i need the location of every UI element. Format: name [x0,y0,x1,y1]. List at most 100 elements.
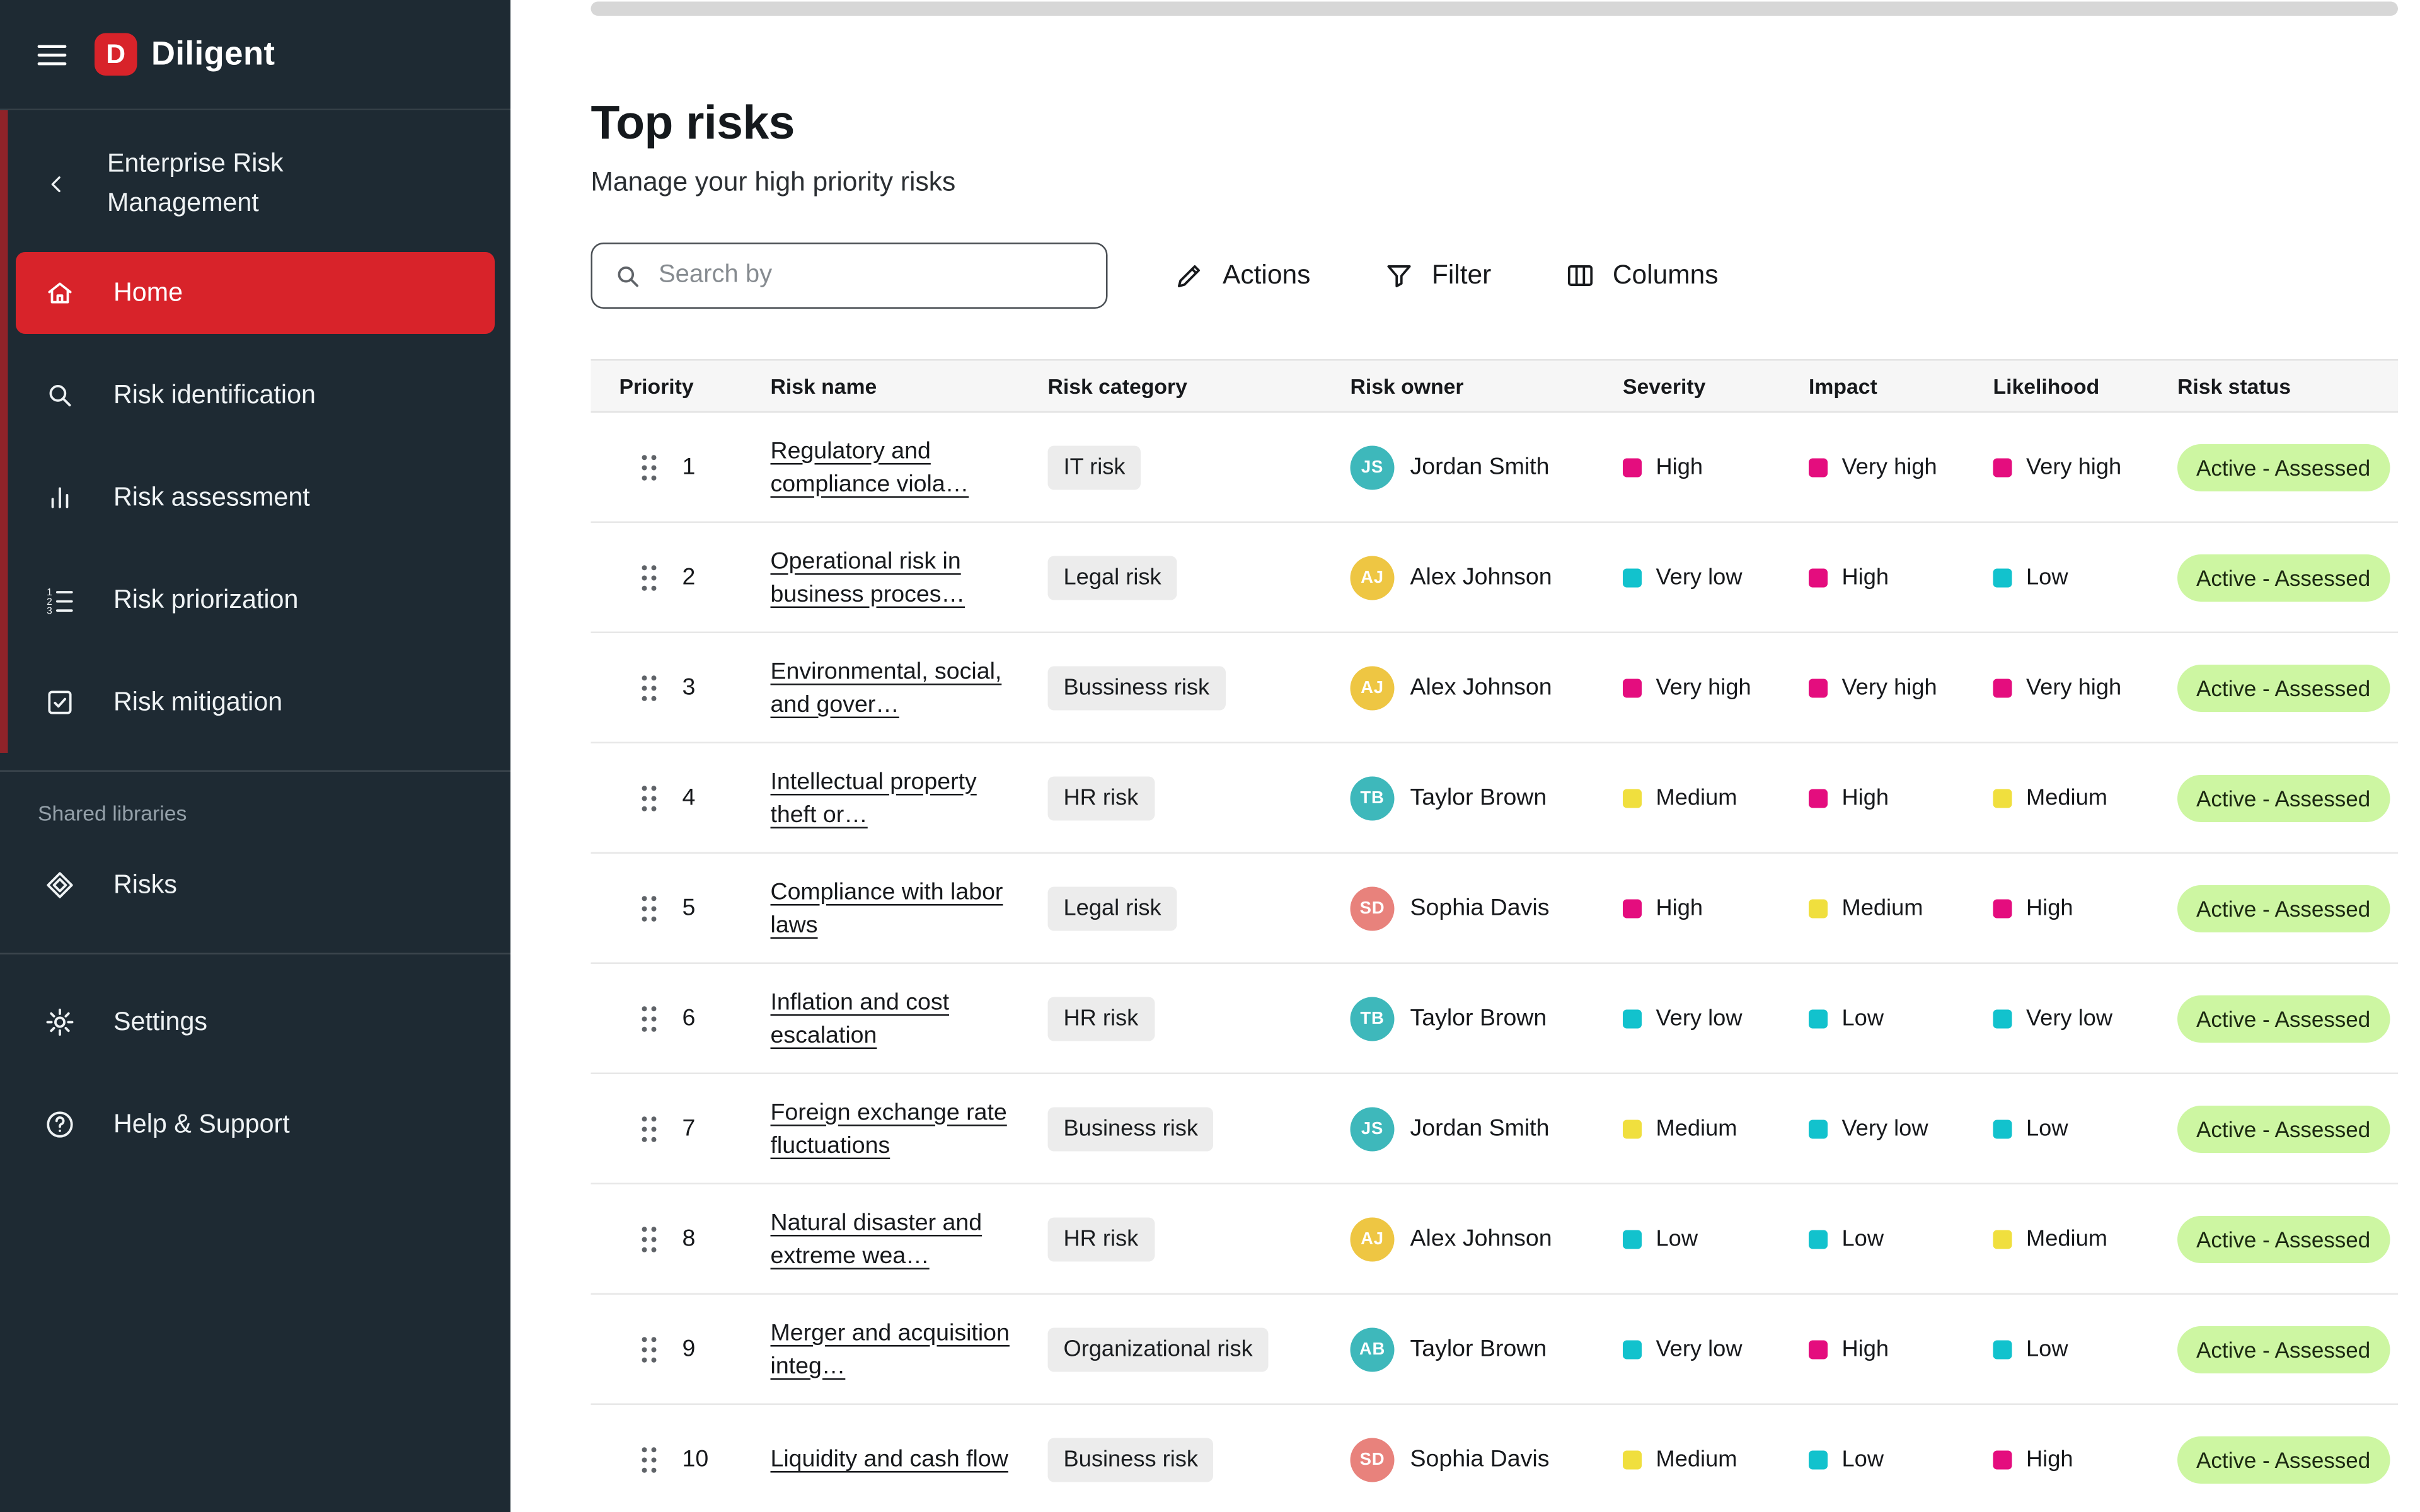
search-icon [44,380,76,411]
severity-indicator [1623,1119,1642,1138]
risk-name-link[interactable]: Operational risk in business proces… [770,547,965,607]
impact-cell: High [1809,1336,1993,1361]
risk-category-cell: Business risk [1047,1437,1351,1482]
risk-name-link[interactable]: Compliance with labor laws [770,878,1003,938]
column-header-impact[interactable]: Impact [1809,374,1877,398]
table-row[interactable]: 2 Operational risk in business proces… L… [591,523,2398,633]
table-row[interactable]: 8 Natural disaster and extreme wea… HR r… [591,1184,2398,1295]
likelihood-label: High [2026,1446,2073,1472]
columns-button[interactable]: Columns [1564,260,1719,292]
risk-name-link[interactable]: Natural disaster and extreme wea… [770,1208,982,1269]
sidebar-item-risks[interactable]: Risks [16,844,495,926]
owner-name: Jordan Smith [1410,1115,1550,1142]
drag-handle-icon[interactable] [640,1333,659,1365]
severity-cell: Low [1623,1226,1809,1251]
risk-category-chip: IT risk [1047,445,1141,490]
hamburger-menu-icon[interactable] [35,37,69,72]
column-header-risk-category[interactable]: Risk category [1047,374,1187,398]
table-row[interactable]: 1 Regulatory and compliance viola… IT ri… [591,413,2398,523]
risk-category-cell: Legal risk [1047,886,1351,931]
sidebar-item-home[interactable]: Home [16,252,495,334]
risk-name-cell: Environmental, social, and gover… [771,655,1048,721]
risk-category-cell: Bussiness risk [1047,665,1351,710]
drag-handle-icon[interactable] [640,1223,659,1254]
risk-owner-cell: JS Jordan Smith [1350,445,1623,490]
risk-status-badge: Active - Assessed [2177,994,2390,1042]
column-header-likelihood[interactable]: Likelihood [1993,374,2100,398]
table-row[interactable]: 7 Foreign exchange rate fluctuations Bus… [591,1074,2398,1184]
risk-name-link[interactable]: Inflation and cost escalation [770,988,950,1048]
risk-name-link[interactable]: Regulatory and compliance viola… [770,437,969,497]
risk-status-cell: Active - Assessed [2177,994,2398,1042]
column-header-risk-status[interactable]: Risk status [2177,374,2291,398]
risk-owner-cell: SD Sophia Davis [1350,1437,1623,1482]
severity-label: Very low [1656,1336,1743,1362]
risk-status-cell: Active - Assessed [2177,663,2398,711]
impact-indicator [1809,1339,1828,1359]
column-header-risk-owner[interactable]: Risk owner [1350,374,1464,398]
avatar: JS [1350,1106,1395,1151]
section-label-shared-libraries: Shared libraries [38,801,187,826]
search-input[interactable] [659,261,1086,290]
likelihood-cell: Very high [1993,675,2178,700]
page-title: Top risks [591,98,795,150]
drag-handle-icon[interactable] [640,451,659,483]
risk-name-cell: Merger and acquisition integ… [771,1316,1048,1382]
risk-name-link[interactable]: Merger and acquisition integ… [770,1319,1010,1379]
drag-handle-icon[interactable] [640,892,659,924]
filter-button[interactable]: Filter [1383,260,1491,292]
table-row[interactable]: 6 Inflation and cost escalation HR risk … [591,964,2398,1074]
table-row[interactable]: 3 Environmental, social, and gover… Buss… [591,633,2398,743]
main-content: Top risks Manage your high priority risk… [510,0,2420,1512]
risk-name-link[interactable]: Intellectual property theft or… [770,767,977,828]
likelihood-indicator [1993,1339,2012,1359]
drag-handle-icon[interactable] [640,1002,659,1034]
table-row[interactable]: 9 Merger and acquisition integ… Organiza… [591,1295,2398,1405]
sidebar-item-risk-identification[interactable]: Risk identification [16,355,495,437]
likelihood-indicator [1993,1119,2012,1138]
severity-indicator [1623,457,1642,477]
risk-status-badge: Active - Assessed [2177,553,2390,601]
drag-handle-icon[interactable] [640,561,659,593]
risk-name-cell: Intellectual property theft or… [771,765,1048,831]
sidebar-item-risk-mitigation[interactable]: Risk mitigation [16,662,495,743]
table-row[interactable]: 4 Intellectual property theft or… HR ris… [591,743,2398,854]
risk-name-link[interactable]: Environmental, social, and gover… [770,657,1002,718]
priority-value: 10 [682,1446,709,1473]
column-header-priority[interactable]: Priority [619,374,694,398]
priority-cell: 4 [591,782,771,813]
severity-cell: Medium [1623,785,1809,810]
risk-name-cell: Inflation and cost escalation [771,985,1048,1051]
sidebar-item-settings[interactable]: Settings [16,982,495,1063]
drag-handle-icon[interactable] [640,782,659,813]
drag-handle-icon[interactable] [640,1113,659,1144]
impact-label: Low [1841,1005,1884,1031]
impact-cell: Very high [1809,454,1993,479]
likelihood-cell: Very low [1993,1005,2178,1031]
column-header-risk-name[interactable]: Risk name [770,374,877,398]
severity-cell: Very low [1623,1005,1809,1031]
avatar: SD [1350,1437,1395,1482]
actions-button[interactable]: Actions [1174,260,1310,292]
toolbar-buttons: Actions Filter Columns [1174,260,1719,292]
horizontal-scrollbar[interactable] [591,1,2398,16]
risk-category-chip: Organizational risk [1047,1327,1269,1372]
table-row[interactable]: 10 Liquidity and cash flow Business risk… [591,1405,2399,1512]
likelihood-indicator [1993,457,2012,477]
risk-name-link[interactable]: Liquidity and cash flow [770,1446,1008,1473]
impact-label: Very high [1841,454,1937,480]
risk-category-cell: HR risk [1047,996,1351,1041]
product-switcher[interactable]: Enterprise Risk Management [0,110,510,239]
severity-cell: Very high [1623,675,1809,700]
sidebar-item-help-support[interactable]: Help & Support [16,1084,495,1166]
drag-handle-icon[interactable] [640,1443,659,1475]
risk-name-link[interactable]: Foreign exchange rate fluctuations [770,1098,1007,1159]
svg-text:2: 2 [47,597,52,607]
column-header-severity[interactable]: Severity [1623,374,1706,398]
sidebar-item-risk-assessment[interactable]: Risk assessment [16,457,495,539]
drag-handle-icon[interactable] [640,672,659,703]
svg-text:1: 1 [47,587,52,598]
risk-status-cell: Active - Assessed [2177,1435,2398,1483]
table-row[interactable]: 5 Compliance with labor laws Legal risk … [591,854,2398,964]
